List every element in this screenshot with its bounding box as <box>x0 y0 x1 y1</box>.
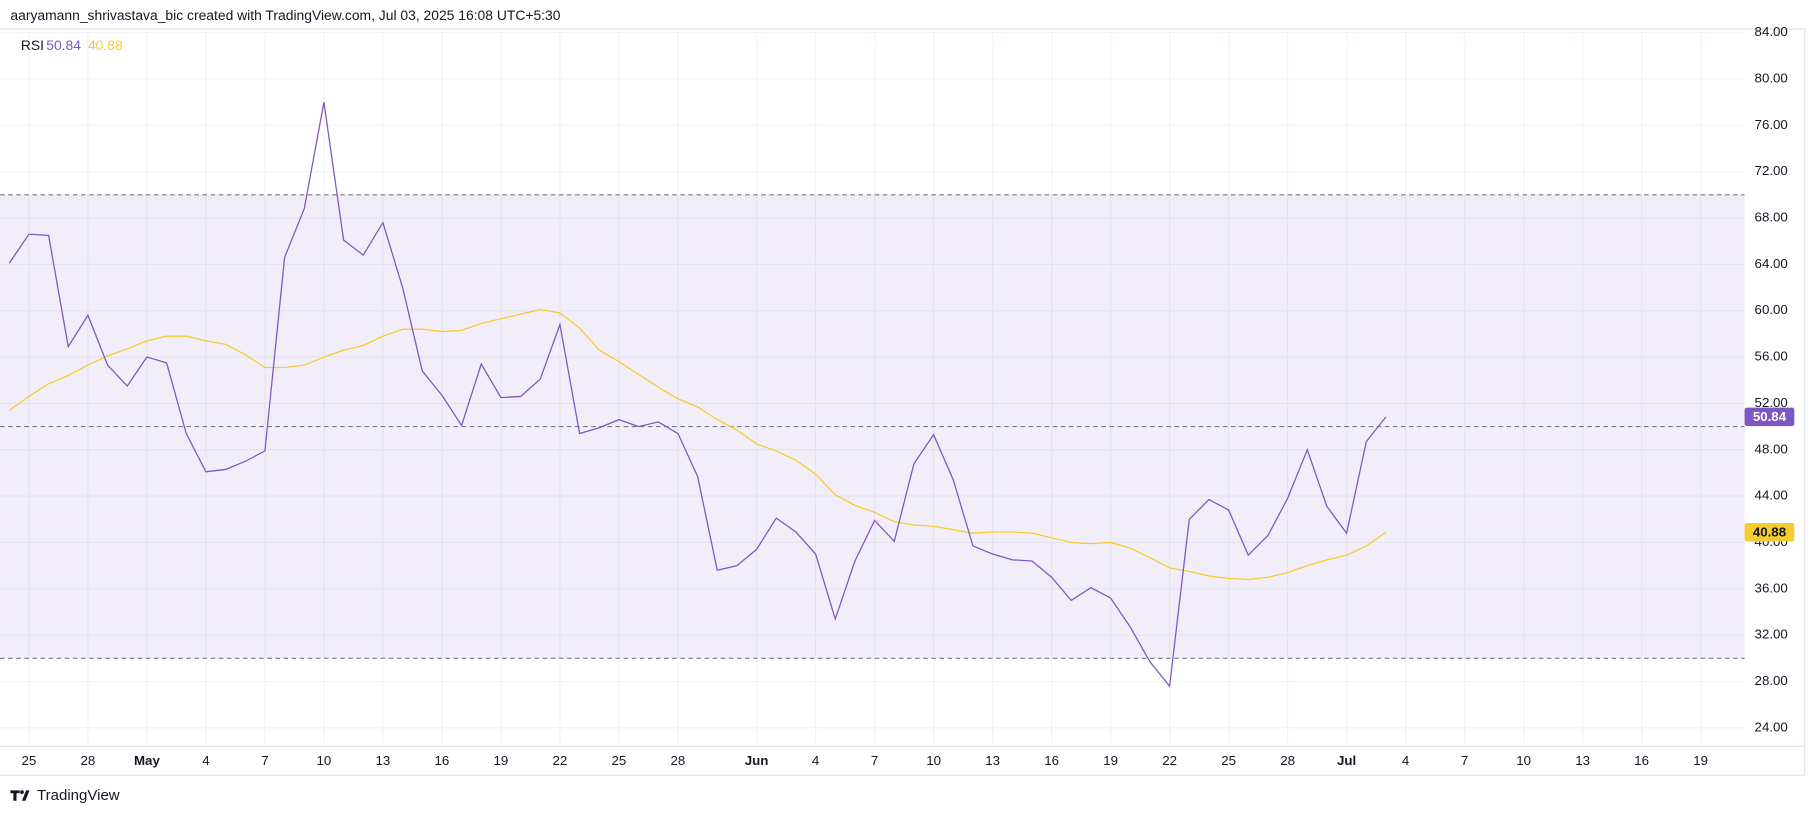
x-tick-label: 4 <box>1402 753 1409 768</box>
legend-value: 50.84 <box>46 37 81 53</box>
y-tick-label: 80.00 <box>1755 70 1788 85</box>
brand: TradingView <box>37 787 120 804</box>
y-tick-label: 48.00 <box>1755 441 1788 456</box>
y-tick-label: 24.00 <box>1755 719 1788 734</box>
legend-value: 40.88 <box>88 37 123 53</box>
y-tick-label: 76.00 <box>1755 117 1788 132</box>
y-tick-label: 72.00 <box>1755 163 1788 178</box>
y-tick-label: 52.00 <box>1755 395 1788 410</box>
x-tick-label: 22 <box>553 753 568 768</box>
price-tag-label: 40.88 <box>1753 524 1786 539</box>
x-tick-label: Jun <box>745 753 769 768</box>
logo-dot <box>20 790 24 794</box>
y-tick-label: 68.00 <box>1755 210 1788 225</box>
x-tick-label: 25 <box>1221 753 1236 768</box>
x-tick-label: 10 <box>1516 753 1531 768</box>
x-tick-label: 28 <box>81 753 96 768</box>
legend-title: RSI <box>21 37 44 53</box>
series-line <box>8 102 1387 688</box>
y-tick-label: 32.00 <box>1755 627 1788 642</box>
x-tick-label: 7 <box>1461 753 1468 768</box>
x-tick-label: 19 <box>1103 753 1118 768</box>
x-tick-label: 25 <box>22 753 37 768</box>
x-tick-label: May <box>134 753 160 768</box>
footer-logo: TradingView <box>10 787 120 804</box>
x-tick-label: 4 <box>202 753 209 768</box>
y-tick-label: 36.00 <box>1755 580 1788 595</box>
x-tick-label: 10 <box>317 753 332 768</box>
x-tick-label: Jul <box>1337 753 1356 768</box>
x-tick-label: 7 <box>871 753 878 768</box>
x-tick-label: 28 <box>671 753 686 768</box>
x-tick-label: 10 <box>926 753 941 768</box>
x-tick-label: 7 <box>261 753 268 768</box>
x-tick-label: 19 <box>1693 753 1708 768</box>
y-tick-label: 44.00 <box>1755 488 1788 503</box>
price-tag <box>1744 407 1795 427</box>
logo-mark <box>10 790 30 801</box>
x-tick-label: 4 <box>812 753 819 768</box>
price-tag-label: 50.84 <box>1753 409 1787 424</box>
series-line <box>8 308 1387 581</box>
y-tick-label: 84.00 <box>1755 24 1788 39</box>
x-tick-label: 16 <box>1634 753 1649 768</box>
y-tick-label: 56.00 <box>1755 349 1788 364</box>
price-tag <box>1744 522 1795 542</box>
y-tick-label: 28.00 <box>1755 673 1788 688</box>
x-tick-label: 13 <box>985 753 1000 768</box>
x-tick-label: 25 <box>612 753 627 768</box>
y-tick-label: 64.00 <box>1755 256 1788 271</box>
x-tick-label: 16 <box>435 753 450 768</box>
x-tick-label: 13 <box>1575 753 1590 768</box>
x-tick-label: 13 <box>376 753 391 768</box>
x-tick-label: 28 <box>1280 753 1295 768</box>
x-tick-label: 19 <box>494 753 509 768</box>
x-tick-label: 22 <box>1162 753 1177 768</box>
plot-background <box>0 29 1805 747</box>
y-tick-label: 60.00 <box>1755 302 1788 317</box>
x-tick-label: 16 <box>1044 753 1059 768</box>
attribution: aaryamann_shrivastava_bic created with T… <box>10 7 560 23</box>
